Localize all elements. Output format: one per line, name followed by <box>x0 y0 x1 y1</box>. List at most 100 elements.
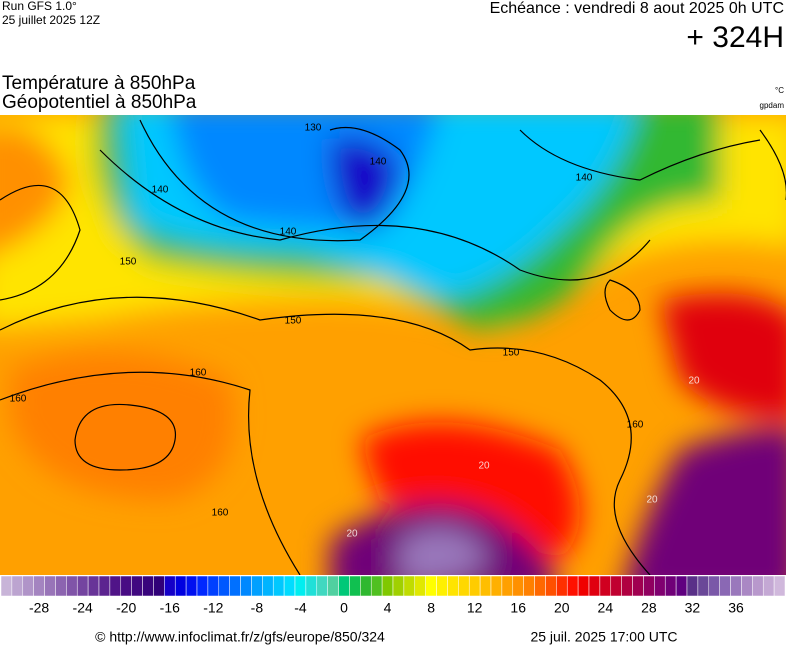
colorbar-swatch <box>654 575 666 597</box>
colorbar-swatch <box>403 575 416 597</box>
colorbar-swatch <box>643 575 655 597</box>
colorbar-swatch <box>414 575 426 597</box>
colorbar-swatch <box>349 575 361 597</box>
colorbar-swatch <box>675 575 688 597</box>
colorbar-swatch <box>762 575 775 597</box>
colorbar-swatch <box>327 575 339 597</box>
colorbar-swatch <box>436 575 448 597</box>
isotherm-label: 20 <box>478 461 490 472</box>
colorbar-swatch <box>153 575 165 597</box>
contour-label: 140 <box>280 227 297 238</box>
colorbar-swatch <box>87 575 100 597</box>
colorbar-swatch <box>708 575 720 597</box>
contour-label: 150 <box>285 316 302 327</box>
colorbar-swatch <box>98 575 111 597</box>
contour-label: 140 <box>370 157 387 168</box>
run-label: Run GFS 1.0° <box>2 0 77 13</box>
colorbar-swatch <box>316 575 328 597</box>
colorbar-tick-label: 4 <box>384 600 392 616</box>
colorbar-tick-label: 0 <box>340 600 348 616</box>
colorbar-swatch <box>218 575 230 597</box>
colorbar-swatch <box>545 575 557 597</box>
colorbar-swatch <box>381 575 394 597</box>
contour-label: 160 <box>10 394 27 405</box>
colorbar-swatch <box>229 575 241 597</box>
colorbar-tick-label: -28 <box>29 600 49 616</box>
colorbar-tick-label: 20 <box>554 600 570 616</box>
colorbar-tick-label: 28 <box>641 600 657 616</box>
colorbar-swatch <box>621 575 633 597</box>
colorbar-swatch <box>458 575 470 597</box>
colorbar-swatch <box>501 575 514 597</box>
colorbar-swatch <box>425 575 437 597</box>
colorbar-swatch <box>577 575 590 597</box>
temperature-field <box>0 115 786 575</box>
colorbar-swatch <box>120 575 132 597</box>
colorbar-swatch <box>556 575 568 597</box>
colorbar-swatch <box>55 575 67 597</box>
colorbar-tick-label: -20 <box>116 600 136 616</box>
colorbar-swatch <box>512 575 524 597</box>
colorbar-swatch <box>719 575 731 597</box>
contour-label: 150 <box>503 348 520 359</box>
colorbar-tick-label: 32 <box>685 600 701 616</box>
source-link[interactable]: © http://www.infoclimat.fr/z/gfs/europe/… <box>95 629 385 645</box>
geopotential-contours <box>0 119 786 575</box>
colorbar-swatch <box>392 575 405 597</box>
colorbar-swatch <box>523 575 535 597</box>
colorbar-swatch <box>360 575 372 597</box>
colorbar: -28 -24 -20 -16 -12 -8 -4 0 4 8 12 16 20 24 28 32 36 <box>0 575 786 616</box>
colorbar-swatch <box>370 575 383 597</box>
colorbar-swatch <box>294 575 307 597</box>
colorbar-tick-label: 16 <box>510 600 526 616</box>
valid-time: Echéance : vendredi 8 aout 2025 0h UTC <box>490 0 784 17</box>
contour-label: 160 <box>627 420 644 431</box>
colorbar-swatch <box>610 575 622 597</box>
colorbar-tick-label: 36 <box>728 600 744 616</box>
isotherm-label: 20 <box>646 495 658 506</box>
colorbar-tick-label: 24 <box>598 600 614 616</box>
colorbar-swatch <box>262 575 274 597</box>
map: 130 140 140 140 140 150 150 150 160 160 … <box>0 115 786 575</box>
colorbar-swatch <box>11 575 24 597</box>
contour-label: 160 <box>212 508 229 519</box>
colorbar-swatch <box>741 575 753 597</box>
colorbar-swatch <box>305 575 318 597</box>
colorbar-swatch <box>207 575 220 597</box>
colorbar-swatch <box>22 575 34 597</box>
colorbar-swatch <box>164 575 176 597</box>
contour-label: 140 <box>576 173 593 184</box>
colorbar-swatch <box>599 575 612 597</box>
colorbar-swatch <box>196 575 209 597</box>
colorbar-tick-label: 8 <box>427 600 435 616</box>
title-temp: Température à 850hPa <box>2 73 196 94</box>
colorbar-swatch <box>33 575 45 597</box>
colorbar-swatch <box>468 575 481 597</box>
colorbar-tick-label: -24 <box>73 600 93 616</box>
colorbar-swatch <box>66 575 78 597</box>
colorbar-swatch <box>632 575 644 597</box>
colorbar-swatch <box>752 575 764 597</box>
colorbar-swatch <box>109 575 122 597</box>
colorbar-swatch <box>730 575 742 597</box>
colorbar-tick-label: -16 <box>160 600 180 616</box>
colorbar-swatch <box>773 575 786 597</box>
colorbar-tick-label: -12 <box>203 600 223 616</box>
colorbar-swatch <box>131 575 143 597</box>
colorbar-swatch <box>142 575 154 597</box>
colorbar-swatch <box>76 575 89 597</box>
isotherm-label: 20 <box>346 529 358 540</box>
colorbar-swatch <box>185 575 198 597</box>
unit-geo: gpdam <box>760 101 785 110</box>
colorbar-swatch <box>251 575 263 597</box>
contour-label: 160 <box>190 368 207 379</box>
contour-label: 150 <box>120 257 137 268</box>
contour-label: 140 <box>152 185 169 196</box>
colorbar-swatch <box>664 575 677 597</box>
colorbar-swatch <box>490 575 503 597</box>
colorbar-swatch <box>566 575 579 597</box>
colorbar-swatch <box>686 575 699 597</box>
run-date: 25 juillet 2025 12Z <box>2 13 100 27</box>
generated-time: 25 juil. 2025 17:00 UTC <box>530 629 677 645</box>
